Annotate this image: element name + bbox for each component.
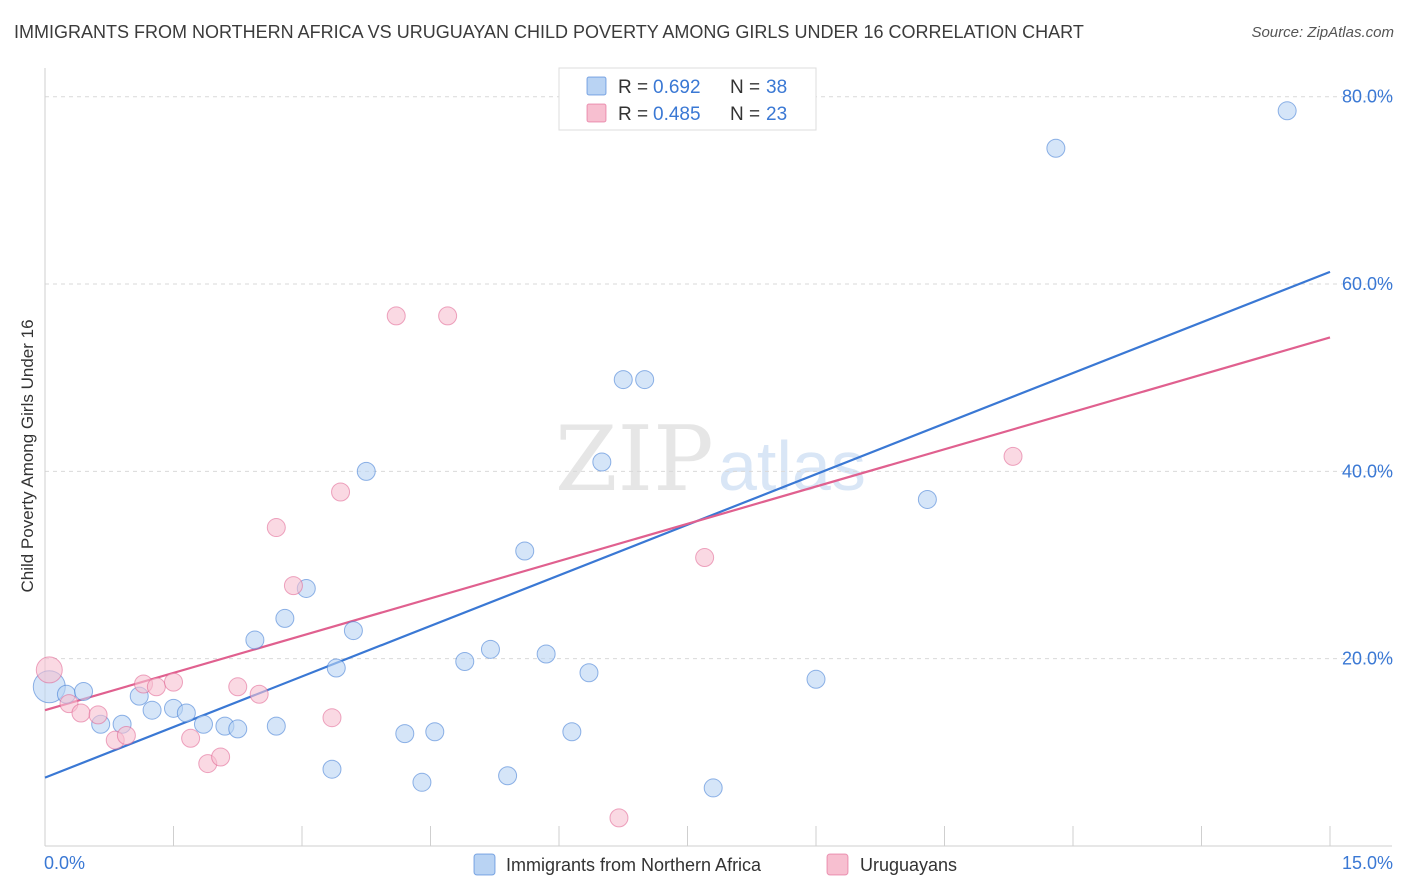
data-point-northern-africa [579, 663, 599, 683]
legend-n-value-1: 38 [766, 77, 787, 98]
legend-r-value-1: 0.692 [653, 77, 701, 98]
series-legend: Immigrants from Northern Africa Uruguaya… [473, 853, 957, 876]
source-credit: Source: ZipAtlas.com [1251, 24, 1394, 41]
trend-layer [44, 270, 1331, 779]
data-point-northern-africa [592, 452, 612, 472]
data-point-uruguayans [35, 656, 63, 684]
data-point-northern-africa [613, 370, 633, 390]
stats-legend: R = 0.692 N = 38 R = 0.485 N = 23 [558, 67, 817, 131]
legend-r-label-1: R = [618, 77, 648, 98]
data-point-uruguayans [386, 306, 406, 326]
series-legend-label-2: Uruguayans [860, 855, 957, 875]
data-point-northern-africa [455, 651, 475, 671]
data-point-northern-africa [498, 766, 518, 786]
data-point-northern-africa [425, 722, 445, 742]
series-legend-swatch-pink [826, 853, 849, 876]
trend-line-uruguayans [44, 336, 1331, 712]
data-point-uruguayans [266, 518, 286, 538]
y-tick-label: 80.0% [1342, 87, 1393, 107]
data-point-northern-africa [322, 759, 342, 779]
data-point-uruguayans [71, 703, 91, 723]
data-point-northern-africa [536, 644, 556, 664]
legend-r-label-2: R = [618, 104, 648, 125]
data-point-uruguayans [1003, 446, 1023, 466]
data-point-uruguayans [609, 808, 629, 828]
x-tick-label: 0.0% [44, 853, 85, 873]
data-point-northern-africa [275, 608, 295, 628]
data-point-uruguayans [438, 306, 458, 326]
point-layer [32, 101, 1297, 828]
watermark: ZIP atlas [555, 407, 866, 512]
data-point-northern-africa [703, 778, 723, 798]
y-tick-label: 60.0% [1342, 274, 1393, 294]
data-point-northern-africa [395, 724, 415, 744]
data-point-northern-africa [412, 772, 432, 792]
data-point-northern-africa [1277, 101, 1297, 121]
data-point-northern-africa [562, 722, 582, 742]
data-point-uruguayans [88, 705, 108, 725]
legend-n-label-2: N = [730, 104, 760, 125]
data-point-northern-africa [176, 703, 196, 723]
data-point-uruguayans [695, 548, 715, 568]
data-point-uruguayans [116, 725, 136, 745]
data-point-uruguayans [331, 482, 351, 502]
watermark-zip: ZIP [555, 407, 714, 512]
data-point-northern-africa [228, 719, 248, 739]
legend-swatch-pink [586, 103, 607, 123]
legend-r-value-2: 0.485 [653, 104, 701, 125]
data-point-northern-africa [142, 700, 162, 720]
axis-layer [44, 68, 1392, 847]
watermark-atlas: atlas [718, 427, 866, 505]
chart-title: IMMIGRANTS FROM NORTHERN AFRICA VS URUGU… [14, 22, 1084, 42]
data-point-uruguayans [249, 684, 269, 704]
data-point-northern-africa [266, 716, 286, 736]
data-point-uruguayans [322, 708, 342, 728]
legend-n-value-2: 23 [766, 104, 787, 125]
data-point-northern-africa [74, 681, 94, 701]
data-point-northern-africa [1046, 138, 1066, 158]
data-point-uruguayans [228, 677, 248, 697]
data-point-uruguayans [211, 747, 231, 767]
data-point-northern-africa [326, 658, 346, 678]
legend-swatch-blue [586, 76, 607, 96]
data-point-northern-africa [480, 639, 500, 659]
x-tick-label: 15.0% [1342, 853, 1393, 873]
data-point-northern-africa [806, 669, 826, 689]
data-point-uruguayans [146, 677, 166, 697]
data-point-northern-africa [193, 714, 213, 734]
y-tick-label: 40.0% [1342, 461, 1393, 481]
data-point-uruguayans [181, 728, 201, 748]
y-axis-label: Child Poverty Among Girls Under 16 [18, 319, 37, 592]
data-point-northern-africa [245, 630, 265, 650]
data-point-uruguayans [283, 576, 303, 596]
legend-n-label-1: N = [730, 77, 760, 98]
data-point-northern-africa [515, 541, 535, 561]
data-point-northern-africa [635, 370, 655, 390]
data-point-uruguayans [164, 672, 183, 692]
data-point-northern-africa [356, 461, 376, 481]
y-tick-label: 20.0% [1342, 649, 1393, 669]
series-legend-label-1: Immigrants from Northern Africa [506, 855, 762, 875]
label-layer: 20.0% 40.0% 60.0% 80.0% 0.0% 15.0% [44, 87, 1393, 873]
data-point-northern-africa [343, 621, 363, 641]
series-legend-swatch-blue [473, 853, 496, 876]
data-point-northern-africa [917, 489, 937, 509]
